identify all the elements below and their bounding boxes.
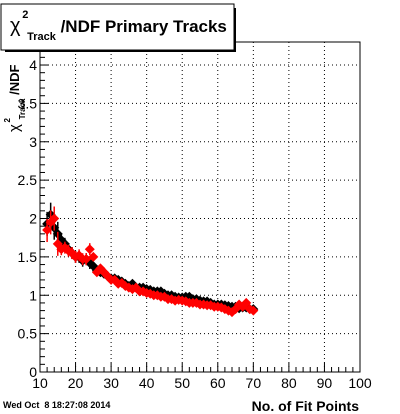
y-tick-label: 4	[29, 57, 37, 73]
x-tick-label: 80	[281, 375, 297, 391]
y-tick-label: 1	[29, 287, 37, 303]
x-tick-label: 50	[174, 375, 190, 391]
data-point	[42, 225, 53, 236]
y-tick-label: 2.5	[18, 172, 38, 188]
y-tick-label: 2	[29, 211, 37, 227]
y-title-main-text: /NDF	[7, 65, 22, 95]
title-main-text: /NDF Primary Tracks	[61, 17, 227, 36]
x-tick-label: 70	[246, 375, 262, 391]
x-tick-label: 20	[68, 375, 84, 391]
x-tick-label: 60	[210, 375, 226, 391]
title-chi-symbol: χ	[10, 15, 21, 37]
y-axis-title: χ 2 Track /NDF	[0, 65, 28, 132]
y-tick-label: 0.5	[18, 326, 38, 342]
y-title-superscript: 2	[3, 118, 12, 123]
data-point	[84, 244, 95, 255]
x-tick-label: 30	[103, 375, 119, 391]
data-point	[81, 254, 92, 265]
x-tick-label: 10	[32, 375, 48, 391]
grid-lines	[40, 42, 360, 372]
y-title-subscript: Track	[18, 98, 27, 119]
y-tick-label: 3	[29, 134, 37, 150]
x-tick-label: 100	[348, 375, 372, 391]
y-title-chi-symbol: χ	[6, 124, 23, 132]
footer-timestamp: Wed Oct 8 18:27:08 2014	[3, 400, 110, 410]
y-tick-label: 1.5	[18, 249, 38, 265]
series-2	[42, 206, 259, 318]
x-tick-label: 90	[317, 375, 333, 391]
title-subscript: Track	[27, 31, 57, 43]
x-axis-title: No. of Fit Points	[252, 398, 360, 414]
data-series	[42, 202, 259, 318]
x-tick-label: 40	[139, 375, 155, 391]
data-point	[56, 244, 67, 255]
data-point	[49, 213, 60, 224]
data-point	[74, 250, 85, 261]
chart-title: χ 2 Track /NDF Primary Tracks	[10, 3, 227, 44]
title-superscript: 2	[22, 9, 28, 21]
data-point	[248, 305, 259, 316]
y-tick-label: 0	[29, 364, 37, 380]
y-tick-label: 3.5	[18, 95, 38, 111]
data-point	[88, 251, 99, 262]
axis-ticks: 10 20 30 40 50 60 70 80 90 100 0 0.5 1 1.5 2 2.5 3 3.5 4	[18, 41, 372, 391]
chart-title-box: χ 2 Track /NDF Primary Tracks	[0, 3, 236, 52]
